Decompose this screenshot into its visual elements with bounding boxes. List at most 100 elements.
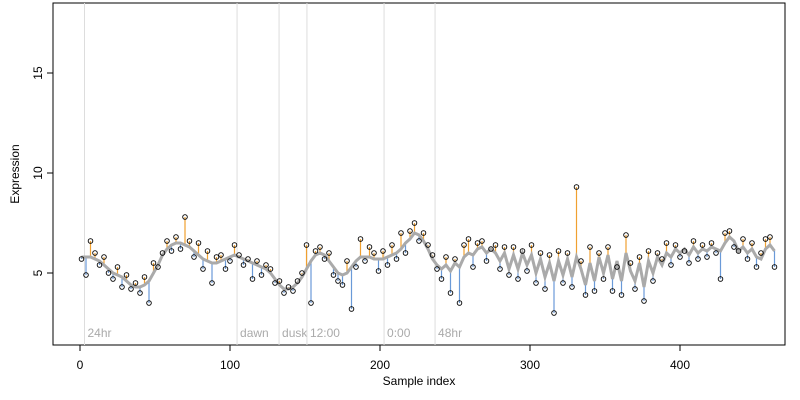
data-point xyxy=(609,288,616,294)
data-point xyxy=(141,274,148,280)
data-point xyxy=(285,284,292,290)
data-point xyxy=(213,254,220,260)
data-point xyxy=(339,282,346,288)
data-point xyxy=(146,300,152,306)
data-point xyxy=(281,290,287,296)
data-point xyxy=(267,266,274,272)
data-point xyxy=(528,242,535,248)
data-point xyxy=(767,234,773,240)
data-point xyxy=(236,252,242,258)
data-point xyxy=(614,264,620,270)
data-point xyxy=(686,260,692,266)
x-tick-label: 200 xyxy=(370,358,390,372)
data-point xyxy=(461,242,467,248)
y-tick-label: 5 xyxy=(31,269,45,276)
data-point xyxy=(704,254,710,260)
data-point xyxy=(128,286,134,292)
data-point xyxy=(353,264,359,270)
data-point xyxy=(411,220,418,226)
data-point xyxy=(159,250,166,256)
y-axis-label: Expression xyxy=(8,144,22,203)
data-point xyxy=(492,242,499,248)
data-point xyxy=(762,236,769,242)
data-point xyxy=(402,250,409,256)
x-tick-label: 400 xyxy=(670,358,690,372)
data-point xyxy=(398,230,404,236)
data-point xyxy=(650,278,656,284)
data-point xyxy=(483,258,490,264)
data-point xyxy=(114,264,121,270)
data-point xyxy=(578,258,584,264)
data-point xyxy=(618,292,625,298)
data-point xyxy=(317,244,323,250)
data-point xyxy=(245,256,251,262)
data-point xyxy=(429,252,436,258)
data-point xyxy=(330,272,337,278)
data-point xyxy=(713,250,719,256)
event-label: 0:00 xyxy=(387,326,411,340)
data-point xyxy=(663,240,670,246)
data-point xyxy=(384,262,391,268)
data-point xyxy=(299,270,305,276)
data-point xyxy=(177,246,184,252)
data-point xyxy=(132,280,139,286)
data-point xyxy=(92,250,98,256)
data-point xyxy=(182,214,188,220)
data-point xyxy=(695,256,701,262)
data-point xyxy=(452,256,458,262)
plot-frame xyxy=(52,2,786,346)
x-tick-label: 300 xyxy=(520,358,540,372)
data-point xyxy=(348,306,355,312)
data-point xyxy=(726,228,733,234)
data-point xyxy=(438,276,445,282)
data-point xyxy=(209,280,215,286)
data-point xyxy=(542,286,548,292)
data-point xyxy=(591,288,598,294)
data-point xyxy=(290,288,296,294)
data-point xyxy=(708,240,715,246)
data-point xyxy=(407,228,413,234)
data-point xyxy=(380,248,386,254)
data-point xyxy=(587,244,593,250)
data-point xyxy=(537,250,544,256)
data-point xyxy=(740,236,746,242)
fitted-line xyxy=(81,231,776,291)
data-point xyxy=(123,272,130,278)
data-point xyxy=(456,300,463,306)
data-point xyxy=(677,254,683,260)
data-point xyxy=(699,242,706,248)
data-point xyxy=(335,278,341,284)
data-point xyxy=(272,280,278,286)
data-point xyxy=(326,250,332,256)
data-point xyxy=(150,260,157,266)
data-point xyxy=(690,238,697,244)
data-point xyxy=(470,264,476,270)
data-point xyxy=(263,262,269,268)
data-point xyxy=(303,242,310,248)
data-point xyxy=(312,248,319,254)
data-point xyxy=(110,276,116,282)
data-point xyxy=(573,184,580,190)
data-point xyxy=(623,232,629,238)
data-point xyxy=(546,252,553,258)
data-point xyxy=(722,230,728,236)
y-tick-label: 15 xyxy=(31,66,45,80)
data-point xyxy=(605,244,611,250)
data-point xyxy=(119,284,125,290)
data-point xyxy=(659,256,665,262)
data-point xyxy=(249,276,256,282)
data-point xyxy=(506,272,512,278)
data-point xyxy=(276,278,283,284)
data-point xyxy=(83,272,89,278)
data-point xyxy=(533,280,539,286)
data-point xyxy=(632,286,638,292)
data-point xyxy=(681,248,688,254)
x-tick-label: 0 xyxy=(77,358,84,372)
data-point xyxy=(510,244,517,250)
event-label: dawn xyxy=(240,326,269,340)
data-point xyxy=(636,254,643,260)
data-point xyxy=(105,270,112,276)
data-point xyxy=(389,242,395,248)
data-point xyxy=(186,238,193,244)
